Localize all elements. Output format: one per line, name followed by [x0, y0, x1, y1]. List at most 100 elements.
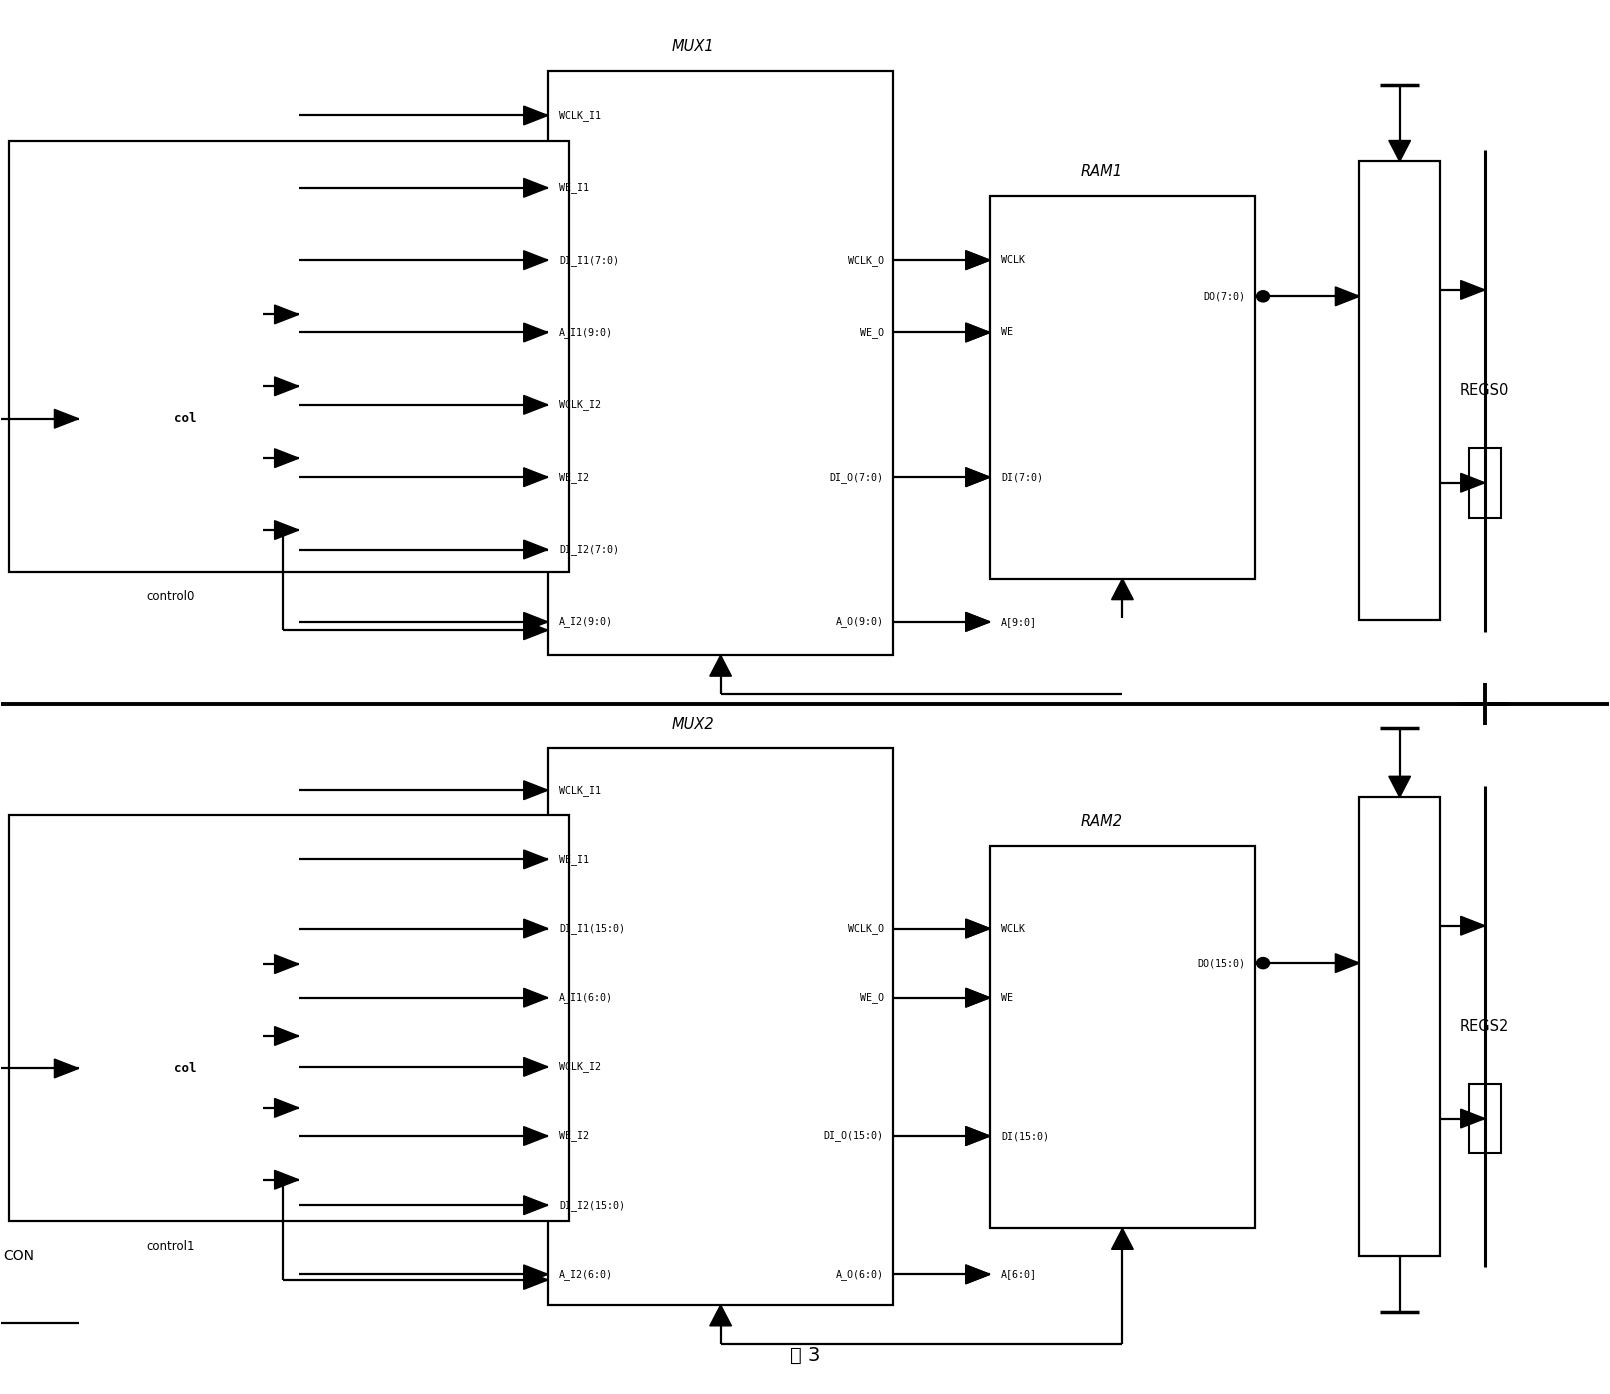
Text: WCLK_I1: WCLK_I1	[559, 110, 601, 121]
Text: DI_O(15:0): DI_O(15:0)	[824, 1131, 884, 1142]
Text: A_O(9:0): A_O(9:0)	[836, 616, 884, 627]
Polygon shape	[966, 1264, 990, 1284]
Bar	[10, 141, 568, 572]
Text: DI_I2(7:0): DI_I2(7:0)	[559, 544, 620, 555]
Polygon shape	[1111, 579, 1133, 599]
Text: col: col	[174, 413, 196, 425]
Polygon shape	[275, 1171, 299, 1189]
Text: WCLK: WCLK	[1001, 255, 1026, 265]
Polygon shape	[966, 612, 990, 631]
Polygon shape	[1460, 280, 1484, 300]
Polygon shape	[275, 1098, 299, 1117]
Polygon shape	[966, 1264, 990, 1284]
Text: A_I2(6:0): A_I2(6:0)	[559, 1269, 613, 1280]
Polygon shape	[1335, 287, 1359, 305]
Polygon shape	[523, 1264, 547, 1284]
Polygon shape	[523, 1270, 547, 1289]
Text: WCLK_I2: WCLK_I2	[559, 400, 601, 410]
Polygon shape	[966, 251, 990, 269]
Bar	[1468, 1083, 1501, 1153]
Polygon shape	[275, 955, 299, 973]
Text: A_I2(9:0): A_I2(9:0)	[559, 616, 613, 627]
Text: 图 3: 图 3	[791, 1345, 819, 1365]
Polygon shape	[966, 251, 990, 269]
Polygon shape	[523, 919, 547, 938]
Bar	[1359, 797, 1439, 1256]
Text: DI_O(7:0): DI_O(7:0)	[829, 471, 884, 482]
Polygon shape	[1460, 474, 1484, 492]
Text: WE_I1: WE_I1	[559, 183, 589, 194]
Text: WE_I2: WE_I2	[559, 471, 589, 482]
Bar	[1359, 162, 1439, 620]
Polygon shape	[1111, 1228, 1133, 1249]
Text: WE_I2: WE_I2	[559, 1131, 589, 1142]
Text: A[6:0]: A[6:0]	[1001, 1270, 1037, 1280]
Polygon shape	[523, 396, 547, 414]
Text: DI(7:0): DI(7:0)	[1001, 473, 1043, 482]
Text: WCLK_I1: WCLK_I1	[559, 785, 601, 796]
Polygon shape	[275, 1026, 299, 1046]
Text: WE_O: WE_O	[860, 328, 884, 337]
Polygon shape	[523, 468, 547, 487]
Polygon shape	[275, 305, 299, 323]
Text: control1: control1	[147, 1239, 195, 1253]
Bar	[547, 71, 894, 655]
Text: col: col	[174, 1062, 196, 1075]
Polygon shape	[966, 612, 990, 631]
Bar	[547, 749, 894, 1305]
Polygon shape	[275, 449, 299, 467]
Text: WE: WE	[1001, 328, 1013, 337]
Text: DI(15:0): DI(15:0)	[1001, 1131, 1050, 1142]
Circle shape	[1257, 958, 1270, 969]
Bar	[990, 197, 1256, 579]
Polygon shape	[1389, 776, 1410, 797]
Text: DO(15:0): DO(15:0)	[1198, 958, 1246, 967]
Text: MUX1: MUX1	[671, 39, 715, 54]
Bar	[79, 923, 264, 1214]
Text: DI_I1(15:0): DI_I1(15:0)	[559, 923, 625, 934]
Polygon shape	[966, 919, 990, 938]
Text: RAM2: RAM2	[1080, 814, 1122, 829]
Bar	[1468, 447, 1501, 517]
Text: DI_I2(15:0): DI_I2(15:0)	[559, 1200, 625, 1210]
Text: WCLK: WCLK	[1001, 924, 1026, 934]
Polygon shape	[966, 1126, 990, 1146]
Polygon shape	[523, 850, 547, 868]
Polygon shape	[966, 1126, 990, 1146]
Polygon shape	[966, 988, 990, 1006]
Text: WE_I1: WE_I1	[559, 855, 589, 864]
Polygon shape	[966, 468, 990, 487]
Text: REGS2: REGS2	[1459, 1019, 1509, 1034]
Bar	[990, 846, 1256, 1228]
Text: MUX2: MUX2	[671, 717, 715, 732]
Bar	[10, 815, 568, 1221]
Polygon shape	[710, 655, 731, 676]
Polygon shape	[523, 1126, 547, 1146]
Polygon shape	[523, 251, 547, 269]
Polygon shape	[523, 988, 547, 1006]
Polygon shape	[523, 781, 547, 800]
Text: A_O(6:0): A_O(6:0)	[836, 1269, 884, 1280]
Circle shape	[1257, 291, 1270, 302]
Text: CON: CON	[3, 1249, 34, 1263]
Polygon shape	[1460, 1110, 1484, 1128]
Text: DO(7:0): DO(7:0)	[1203, 291, 1246, 301]
Polygon shape	[55, 410, 79, 428]
Polygon shape	[523, 612, 547, 631]
Polygon shape	[275, 521, 299, 539]
Polygon shape	[275, 376, 299, 396]
Text: A_I1(6:0): A_I1(6:0)	[559, 993, 613, 1004]
Text: WCLK_O: WCLK_O	[848, 923, 884, 934]
Polygon shape	[523, 178, 547, 197]
Polygon shape	[966, 988, 990, 1006]
Bar	[79, 273, 264, 565]
Polygon shape	[1460, 916, 1484, 935]
Text: control0: control0	[147, 590, 195, 602]
Polygon shape	[523, 323, 547, 342]
Polygon shape	[523, 539, 547, 559]
Text: WCLK_O: WCLK_O	[848, 255, 884, 266]
Text: WE: WE	[1001, 993, 1013, 1002]
Polygon shape	[710, 1305, 731, 1326]
Text: RAM1: RAM1	[1080, 164, 1122, 180]
Polygon shape	[1389, 141, 1410, 162]
